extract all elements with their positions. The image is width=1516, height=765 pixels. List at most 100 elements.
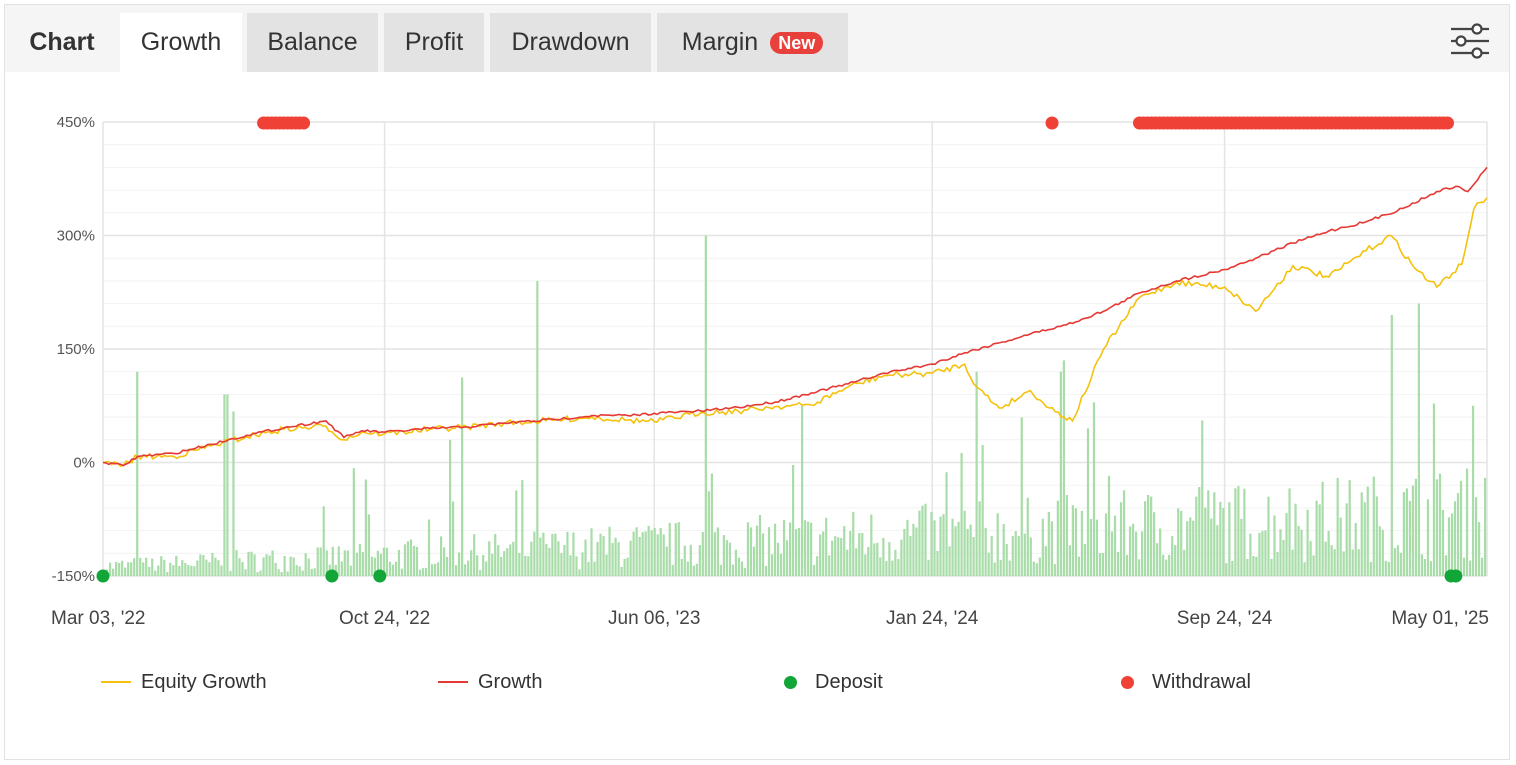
volume-bar	[1201, 420, 1204, 576]
volume-bar	[773, 523, 777, 576]
volume-bar	[193, 566, 196, 576]
volume-bar	[1147, 494, 1150, 576]
volume-bar	[524, 555, 527, 576]
volume-bar	[1282, 539, 1285, 576]
volume-bar	[473, 534, 476, 576]
volume-bar	[620, 567, 623, 576]
volume-bar	[798, 527, 801, 576]
volume-bar	[139, 557, 142, 576]
volume-bar	[734, 549, 738, 576]
volume-bar	[563, 544, 566, 576]
volume-bar	[945, 472, 948, 576]
volume-bar	[819, 534, 822, 576]
volume-bar	[554, 533, 557, 576]
volume-bar	[470, 550, 473, 576]
volume-bar	[250, 551, 253, 576]
volume-bar	[930, 512, 933, 576]
volume-bar	[1047, 511, 1050, 576]
volume-bar	[1044, 546, 1047, 576]
withdrawal-swatch	[1121, 675, 1134, 689]
volume-bar	[852, 511, 855, 576]
legend-growth[interactable]: Growth	[438, 667, 542, 697]
volume-bar	[999, 559, 1002, 576]
volume-bar	[710, 473, 713, 576]
sliders-icon[interactable]	[1449, 21, 1491, 61]
volume-bar	[445, 556, 449, 576]
volume-bar	[485, 561, 488, 576]
volume-bar	[409, 539, 413, 576]
new-badge: New	[770, 31, 824, 54]
volume-bar	[846, 549, 849, 576]
volume-bar	[226, 394, 229, 576]
volume-bar	[644, 531, 647, 576]
volume-bar	[506, 548, 509, 576]
volume-bar	[1110, 531, 1114, 576]
volume-bar	[358, 544, 361, 576]
volume-bar	[719, 564, 722, 576]
deposit-marker	[96, 569, 110, 583]
volume-bar	[364, 479, 367, 576]
volume-bar	[154, 570, 157, 576]
volume-bar	[109, 562, 112, 576]
volume-bar	[1438, 473, 1442, 576]
volume-bar	[482, 555, 485, 576]
volume-bar	[1477, 522, 1481, 576]
volume-bar	[1159, 528, 1162, 576]
volume-bar	[635, 527, 638, 576]
volume-bar	[1077, 556, 1081, 576]
volume-bar	[1279, 529, 1282, 576]
volume-bar	[1303, 562, 1306, 576]
volume-bar	[190, 565, 193, 576]
legend-deposit[interactable]: Deposit	[784, 667, 883, 697]
volume-bar	[262, 557, 265, 576]
volume-bar	[1213, 492, 1216, 576]
volume-bar	[1330, 545, 1333, 576]
volume-bar	[966, 528, 969, 576]
volume-bar	[1240, 518, 1243, 576]
volume-bar	[1462, 557, 1466, 576]
volume-bar	[1065, 495, 1068, 576]
volume-bar	[1453, 501, 1457, 576]
legend-equity-label: Equity Growth	[141, 670, 267, 693]
volume-bar	[1264, 530, 1267, 576]
volume-bar	[458, 552, 461, 576]
tab-balance[interactable]: Balance	[247, 13, 378, 72]
tab-growth[interactable]: Growth	[120, 13, 242, 72]
volume-bar	[909, 535, 912, 576]
volume-bar	[785, 540, 789, 576]
volume-bar	[954, 526, 957, 576]
volume-bar	[834, 536, 837, 576]
volume-bar	[1267, 496, 1270, 576]
volume-bar	[668, 522, 671, 576]
volume-bar	[394, 561, 398, 576]
volume-bar	[906, 519, 909, 576]
volume-bar	[876, 542, 879, 576]
volume-bar	[1062, 360, 1065, 576]
legend-equity[interactable]: Equity Growth	[101, 667, 267, 697]
volume-bar	[752, 546, 756, 576]
equity-growth-line	[102, 197, 1488, 467]
volume-bar	[1198, 486, 1201, 576]
tab-drawdown[interactable]: Drawdown	[490, 13, 651, 72]
volume-bar	[1408, 500, 1411, 576]
volume-bar	[569, 555, 572, 576]
tab-profit[interactable]: Profit	[384, 13, 484, 72]
volume-bar	[199, 554, 202, 576]
legend-withdrawal[interactable]: Withdrawal	[1121, 667, 1251, 697]
volume-bar	[253, 554, 256, 576]
volume-bar	[340, 561, 343, 576]
volume-bar	[274, 562, 277, 576]
volume-bar	[1474, 497, 1478, 576]
volume-bar	[1168, 554, 1171, 576]
volume-bar	[1038, 557, 1041, 576]
volume-bar	[713, 532, 716, 576]
equity-swatch	[101, 681, 131, 683]
volume-bar	[479, 570, 482, 576]
volume-bar	[647, 525, 650, 576]
tab-margin[interactable]: Margin New	[657, 13, 848, 72]
volume-bar	[1417, 303, 1421, 576]
volume-bar	[1131, 523, 1135, 576]
volume-bar	[665, 546, 668, 576]
volume-bar	[1435, 479, 1439, 576]
volume-bar	[1378, 526, 1381, 576]
